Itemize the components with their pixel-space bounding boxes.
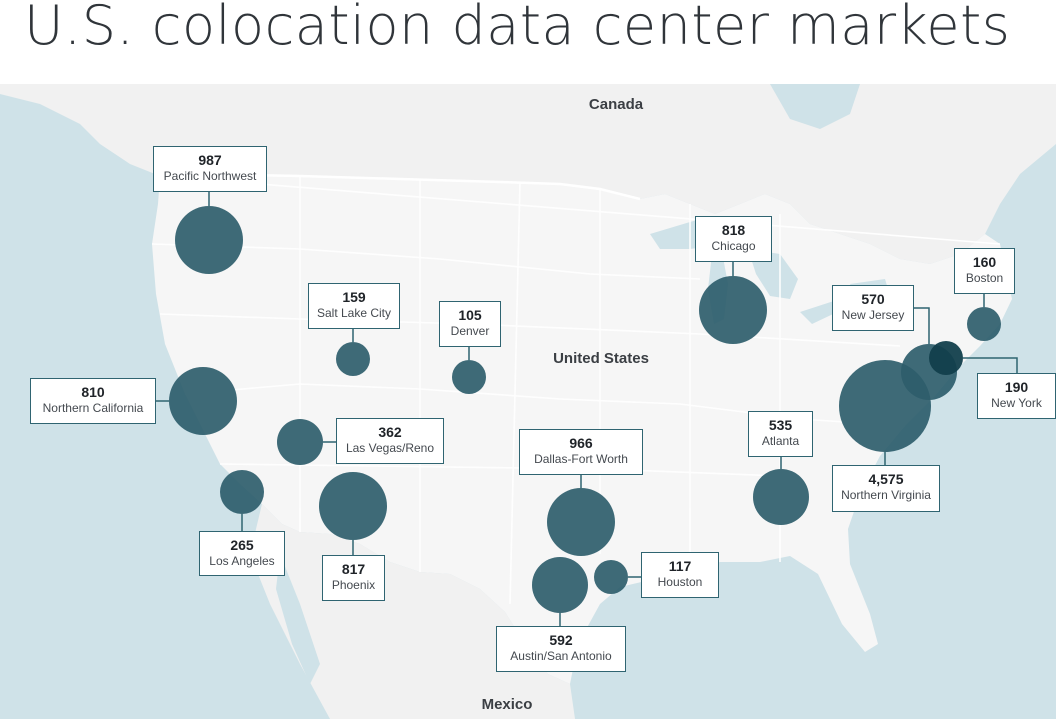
market-value: 159 [342, 289, 366, 305]
market-label-northern-california[interactable]: 810 Northern California [30, 378, 156, 424]
market-value: 570 [861, 291, 885, 307]
market-bubble-boston[interactable] [967, 307, 1001, 341]
market-bubble-phoenix[interactable] [319, 472, 387, 540]
country-label-united-states: United States [553, 350, 649, 367]
market-label-pacific-northwest[interactable]: 987 Pacific Northwest [153, 146, 267, 192]
market-name: Salt Lake City [316, 306, 392, 320]
market-bubble-austin-san-antonio[interactable] [532, 557, 588, 613]
market-value: 592 [549, 632, 573, 648]
market-label-new-york[interactable]: 190 New York [977, 373, 1056, 419]
market-label-new-jersey[interactable]: 570 New Jersey [832, 285, 914, 331]
market-value: 987 [198, 152, 222, 168]
market-name: Northern Virginia [841, 488, 931, 502]
hudson-bay [770, 84, 860, 129]
market-value: 362 [378, 424, 402, 440]
market-name: Los Angeles [209, 554, 275, 568]
market-name: New Jersey [841, 308, 905, 322]
market-name: New York [991, 396, 1042, 410]
market-bubble-chicago[interactable] [699, 276, 767, 344]
market-label-chicago[interactable]: 818 Chicago [695, 216, 772, 262]
market-bubble-houston[interactable] [594, 560, 628, 594]
market-value: 160 [972, 254, 997, 270]
market-name: Chicago [711, 239, 756, 253]
market-value: 4,575 [868, 471, 904, 487]
market-bubble-new-york[interactable] [929, 341, 963, 375]
market-name: Atlanta [761, 434, 800, 448]
market-name: Las Vegas/Reno [345, 441, 435, 455]
market-name: Pacific Northwest [163, 169, 257, 183]
market-value: 966 [569, 435, 593, 451]
market-value: 810 [81, 384, 105, 400]
market-value: 117 [668, 558, 692, 574]
market-name: Northern California [42, 401, 144, 415]
market-label-houston[interactable]: 117 Houston [641, 552, 719, 598]
market-label-austin-san-antonio[interactable]: 592 Austin/San Antonio [496, 626, 626, 672]
market-label-salt-lake-city[interactable]: 159 Salt Lake City [308, 283, 400, 329]
market-value: 818 [721, 222, 746, 238]
market-value: 535 [768, 417, 793, 433]
country-label-mexico: Mexico [481, 696, 533, 713]
market-name: Denver [450, 324, 490, 338]
canada-land [0, 84, 1056, 264]
market-bubble-northern-california[interactable] [169, 367, 237, 435]
market-value: 265 [230, 537, 254, 553]
market-label-phoenix[interactable]: 817 Phoenix [322, 555, 385, 601]
page-title: U.S. colocation data center markets [24, 0, 1011, 57]
market-bubble-pacific-northwest[interactable] [175, 206, 243, 274]
market-name: Austin/San Antonio [510, 649, 612, 663]
market-label-los-angeles[interactable]: 265 Los Angeles [199, 531, 285, 576]
market-bubble-atlanta[interactable] [753, 469, 809, 525]
leader-line [914, 307, 930, 344]
country-label-canada: Canada [588, 96, 644, 113]
market-bubble-salt-lake-city[interactable] [336, 342, 370, 376]
market-name: Dallas-Fort Worth [534, 452, 628, 466]
market-bubble-las-vegas-reno[interactable] [277, 419, 323, 465]
market-label-atlanta[interactable]: 535 Atlanta [748, 411, 813, 457]
leader-line [963, 357, 1018, 373]
market-bubble-denver[interactable] [452, 360, 486, 394]
market-label-denver[interactable]: 105 Denver [439, 301, 501, 347]
market-label-boston[interactable]: 160 Boston [954, 248, 1015, 294]
market-value: 190 [1004, 379, 1029, 395]
market-name: Phoenix [331, 578, 376, 592]
market-bubbles [156, 192, 1018, 626]
gulf-of-california [276, 554, 320, 684]
market-name: Houston [657, 575, 703, 589]
market-bubble-los-angeles[interactable] [220, 470, 264, 514]
market-name: Boston [965, 271, 1004, 285]
market-bubble-dallas-fort-worth[interactable] [547, 488, 615, 556]
market-label-las-vegas-reno[interactable]: 362 Las Vegas/Reno [336, 418, 444, 464]
market-label-northern-virginia[interactable]: 4,575 Northern Virginia [832, 465, 940, 512]
market-label-dallas-fort-worth[interactable]: 966 Dallas-Fort Worth [519, 429, 643, 475]
map[interactable]: Canada United States Mexico 987 Pacific … [0, 84, 1056, 719]
market-value: 817 [341, 561, 366, 577]
market-value: 105 [458, 307, 482, 323]
